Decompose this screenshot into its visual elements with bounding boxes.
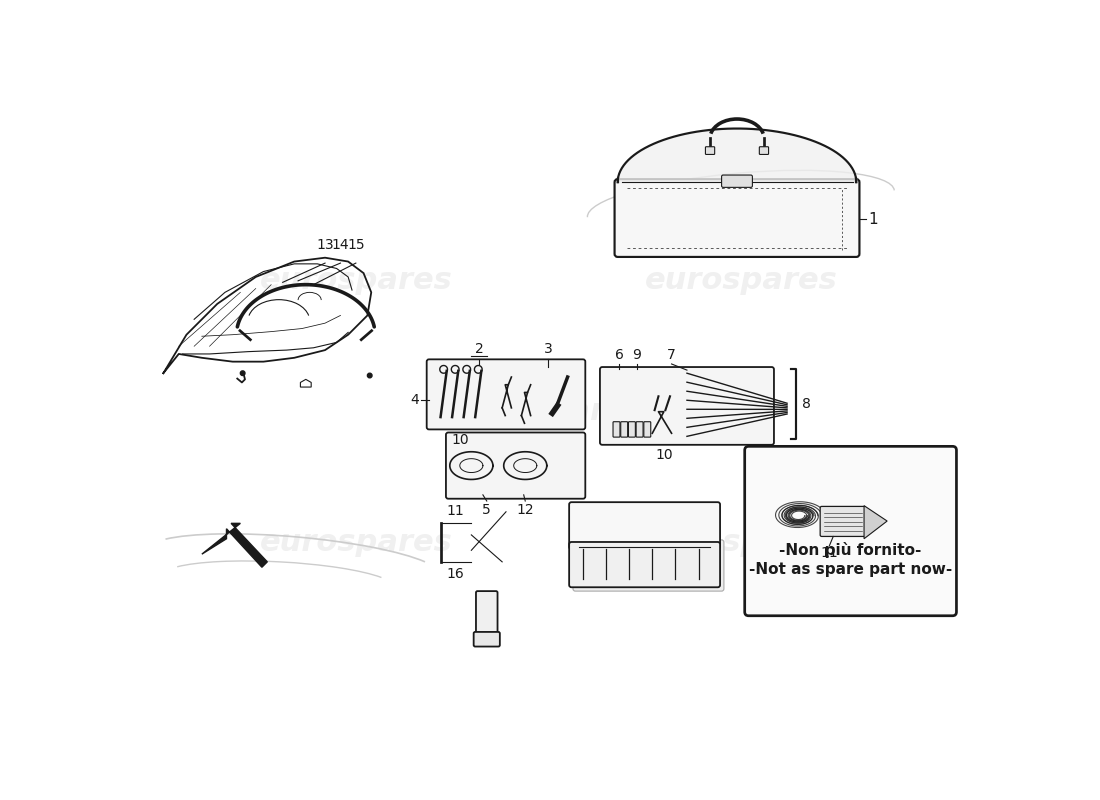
FancyBboxPatch shape — [722, 175, 752, 187]
Text: 7: 7 — [668, 348, 675, 362]
FancyBboxPatch shape — [446, 433, 585, 498]
FancyBboxPatch shape — [628, 422, 636, 437]
FancyBboxPatch shape — [759, 146, 769, 154]
FancyBboxPatch shape — [705, 146, 715, 154]
Text: 16: 16 — [447, 567, 464, 582]
Text: eurospares: eurospares — [260, 266, 452, 295]
Text: 1: 1 — [868, 212, 878, 226]
Text: 15: 15 — [346, 238, 365, 251]
FancyBboxPatch shape — [636, 422, 644, 437]
Text: -Non più fornito-: -Non più fornito- — [780, 542, 922, 558]
Text: 10: 10 — [451, 434, 469, 447]
Text: -Not as spare part now-: -Not as spare part now- — [749, 562, 953, 577]
FancyBboxPatch shape — [474, 632, 499, 646]
Text: 14: 14 — [331, 238, 350, 251]
Text: 6: 6 — [615, 348, 624, 362]
Text: eurospares: eurospares — [645, 266, 837, 295]
Text: 4: 4 — [410, 393, 419, 407]
FancyBboxPatch shape — [613, 422, 620, 437]
FancyBboxPatch shape — [600, 367, 774, 445]
FancyBboxPatch shape — [615, 179, 859, 257]
Text: 12: 12 — [516, 502, 535, 517]
Text: 11: 11 — [821, 546, 838, 561]
Text: 11: 11 — [447, 504, 464, 518]
Text: eurospares: eurospares — [452, 397, 645, 426]
Circle shape — [240, 371, 245, 375]
Polygon shape — [865, 506, 887, 538]
Text: 2: 2 — [475, 342, 483, 356]
FancyBboxPatch shape — [573, 540, 724, 591]
FancyBboxPatch shape — [476, 591, 497, 637]
Text: 8: 8 — [803, 397, 812, 411]
Text: 5: 5 — [483, 502, 491, 517]
Text: eurospares: eurospares — [260, 528, 452, 557]
FancyBboxPatch shape — [569, 542, 720, 587]
Text: eurospares: eurospares — [645, 528, 837, 557]
Text: 3: 3 — [544, 342, 552, 356]
Circle shape — [367, 373, 372, 378]
FancyBboxPatch shape — [821, 506, 866, 537]
FancyBboxPatch shape — [620, 422, 628, 437]
Text: 10: 10 — [654, 448, 673, 462]
FancyBboxPatch shape — [644, 422, 651, 437]
Text: 13: 13 — [316, 238, 334, 251]
FancyBboxPatch shape — [569, 502, 720, 549]
Text: 9: 9 — [632, 348, 641, 362]
FancyBboxPatch shape — [745, 446, 957, 616]
FancyBboxPatch shape — [427, 359, 585, 430]
Polygon shape — [202, 523, 267, 567]
